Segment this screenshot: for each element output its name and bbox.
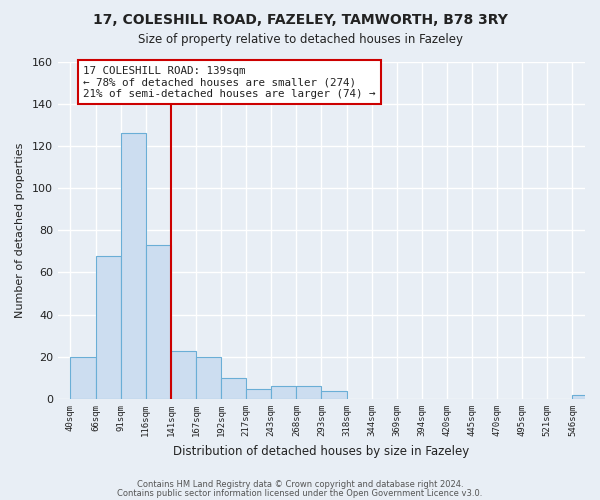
- Bar: [95, 256, 121, 399]
- Bar: [572, 395, 598, 399]
- Bar: [246, 388, 271, 399]
- X-axis label: Distribution of detached houses by size in Fazeley: Distribution of detached houses by size …: [173, 444, 470, 458]
- Bar: [322, 390, 347, 399]
- Text: 17, COLESHILL ROAD, FAZELEY, TAMWORTH, B78 3RY: 17, COLESHILL ROAD, FAZELEY, TAMWORTH, B…: [92, 12, 508, 26]
- Bar: [271, 386, 296, 399]
- Text: Contains HM Land Registry data © Crown copyright and database right 2024.: Contains HM Land Registry data © Crown c…: [137, 480, 463, 489]
- Text: Contains public sector information licensed under the Open Government Licence v3: Contains public sector information licen…: [118, 488, 482, 498]
- Bar: [171, 350, 196, 399]
- Bar: [146, 245, 171, 399]
- Bar: [70, 357, 95, 399]
- Bar: [296, 386, 322, 399]
- Bar: [121, 133, 146, 399]
- Y-axis label: Number of detached properties: Number of detached properties: [15, 142, 25, 318]
- Text: Size of property relative to detached houses in Fazeley: Size of property relative to detached ho…: [137, 32, 463, 46]
- Bar: [196, 357, 221, 399]
- Text: 17 COLESHILL ROAD: 139sqm
← 78% of detached houses are smaller (274)
21% of semi: 17 COLESHILL ROAD: 139sqm ← 78% of detac…: [83, 66, 376, 99]
- Bar: [221, 378, 246, 399]
